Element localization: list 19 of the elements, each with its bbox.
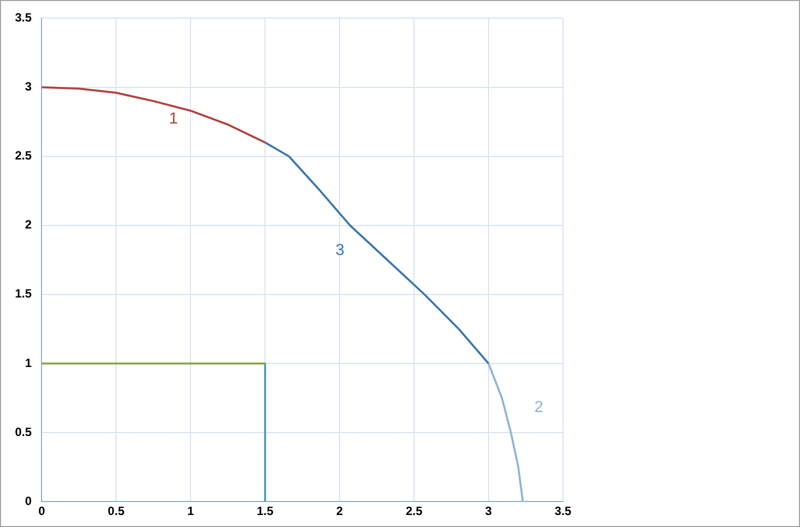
y-tick-label: 1: [24, 356, 32, 370]
x-tick-label: 2: [336, 504, 344, 518]
x-tick-label: 0: [38, 504, 46, 518]
y-tick-label: 0: [24, 494, 32, 508]
y-tick-label: 2: [24, 218, 32, 232]
y-tick-label: 3: [24, 80, 32, 94]
series-label: 2: [534, 398, 544, 416]
y-tick-label: 0.5: [14, 424, 32, 439]
x-tick-label: 1.5: [256, 504, 274, 518]
x-tick-label: 3.5: [554, 504, 572, 518]
y-tick-label: 2.5: [14, 148, 32, 163]
y-tick-label: 1.5: [14, 286, 32, 301]
series-label: 1: [168, 110, 178, 128]
x-tick-label: 0.5: [108, 504, 125, 518]
series-label: 3: [336, 242, 345, 259]
x-tick-label: 2.5: [406, 504, 423, 518]
y-tick-label: 3.5: [14, 10, 32, 25]
x-tick-label: 3: [485, 504, 492, 518]
x-tick-label: 1: [187, 504, 194, 518]
